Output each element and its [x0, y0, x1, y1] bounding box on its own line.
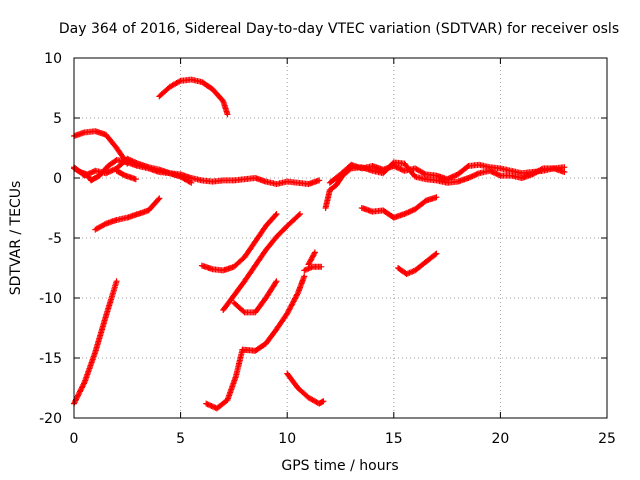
track-markers — [305, 249, 318, 268]
data-track — [230, 278, 280, 316]
y-tick-label: -10 — [39, 291, 62, 307]
data-track — [203, 273, 308, 412]
track-markers — [301, 263, 325, 274]
x-tick-label: 10 — [278, 431, 296, 447]
y-tick-label: 0 — [53, 171, 62, 187]
data-track — [92, 195, 163, 233]
track-markers — [156, 76, 231, 118]
chart-title: Day 364 of 2016, Sidereal Day-to-day VTE… — [59, 21, 619, 37]
x-tick-label: 15 — [385, 431, 403, 447]
track-markers — [326, 161, 568, 186]
y-tick-label: 5 — [53, 111, 62, 127]
data-track — [220, 211, 303, 313]
track-markers — [395, 250, 440, 277]
y-axis-title: SDTVAR / TECUs — [8, 181, 24, 296]
track-markers — [230, 278, 280, 316]
y-tick-label: -5 — [48, 231, 62, 247]
y-axis: -20 -15 -10 -5 0 5 10 — [39, 51, 607, 427]
y-tick-label: 10 — [44, 51, 62, 67]
x-tick-label: 25 — [598, 431, 616, 447]
x-tick-label: 5 — [176, 431, 185, 447]
y-tick-label: -15 — [39, 351, 62, 367]
data-track — [301, 263, 325, 274]
data-track — [198, 211, 280, 274]
track-markers — [203, 273, 308, 412]
x-tick-label: 20 — [491, 431, 509, 447]
data-track — [395, 250, 440, 277]
data-track — [156, 76, 231, 118]
x-axis-title: GPS time / hours — [281, 458, 398, 474]
x-tick-label: 0 — [70, 431, 79, 447]
data-track — [358, 194, 440, 221]
data-track — [113, 167, 139, 183]
track-markers — [113, 167, 139, 183]
x-axis: 0 5 10 15 20 25 — [70, 58, 616, 447]
track-markers — [220, 211, 303, 313]
y-tick-label: -20 — [39, 411, 62, 427]
track-markers — [358, 194, 440, 221]
track-markers — [284, 370, 327, 407]
track-markers — [198, 211, 280, 274]
data-track — [305, 249, 318, 268]
track-markers — [92, 195, 163, 233]
data-track — [284, 370, 327, 407]
data-track — [326, 161, 568, 186]
